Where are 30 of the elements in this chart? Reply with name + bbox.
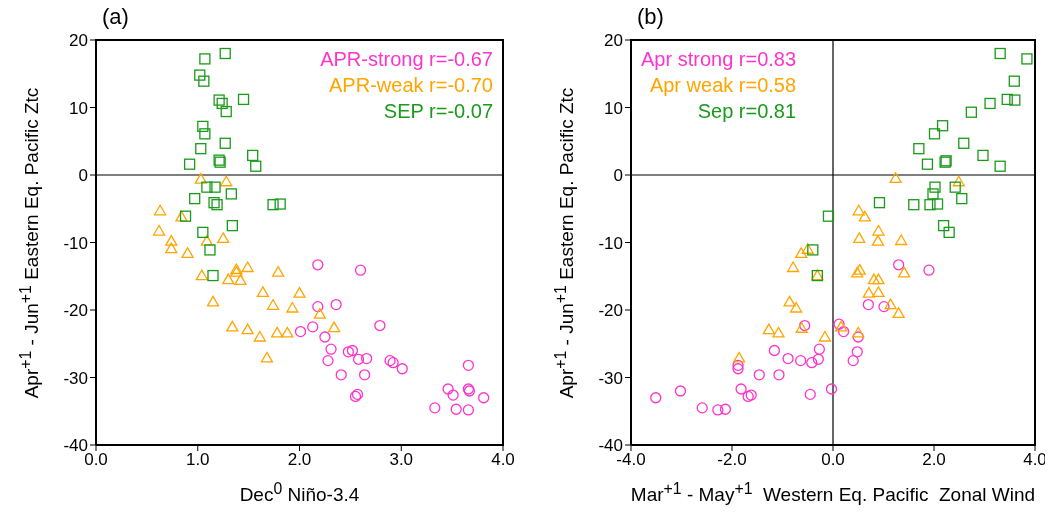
x-tick-label: 1.0 (185, 450, 210, 470)
y-tick-label: -20 (598, 301, 623, 321)
y-tick-label: -20 (63, 301, 88, 321)
y-tick-label: 20 (604, 31, 623, 51)
text: Sep r=0.81 (696, 99, 797, 124)
y-tick-label: -10 (63, 233, 88, 253)
text: APR-strong r=-0.67 (320, 47, 493, 72)
x-tick-label: 4.0 (491, 450, 515, 470)
x-tick-label: 2.0 (287, 450, 312, 470)
y-tick-label: 10 (69, 98, 88, 118)
text: APR-weak r=-0.70 (328, 73, 493, 98)
y-tick-label: 20 (69, 31, 88, 51)
x-tick-label: 2.0 (922, 450, 946, 470)
text: Apr strong r=0.83 (641, 47, 797, 72)
y-tick-label: 0 (613, 166, 623, 186)
y-tick-label: -30 (598, 368, 623, 388)
x-axis-title: Mar$^{+1}$ - May$^{+1}$ Western Eq. Pacific Zonal Wind (629, 480, 1037, 507)
chart-title: (a) (102, 4, 129, 30)
y-tick-label: -30 (63, 368, 88, 388)
y-tick-label: 0 (78, 166, 88, 186)
text: SEP r=-0.07 (382, 99, 493, 124)
text: Apr weak r=0.58 (648, 73, 797, 98)
x-tick-label: 0.0 (84, 450, 108, 470)
x-axis-title: Dec$^{0}$ Niño-3.4 (238, 480, 361, 507)
x-tick-label: 3.0 (389, 450, 414, 470)
y-tick-label: 10 (604, 98, 623, 118)
x-tick-label: 0.0 (821, 450, 845, 470)
x-tick-label: -2.0 (717, 450, 747, 470)
chart-title: (b) (637, 4, 664, 30)
y-tick-label: -10 (598, 233, 623, 253)
